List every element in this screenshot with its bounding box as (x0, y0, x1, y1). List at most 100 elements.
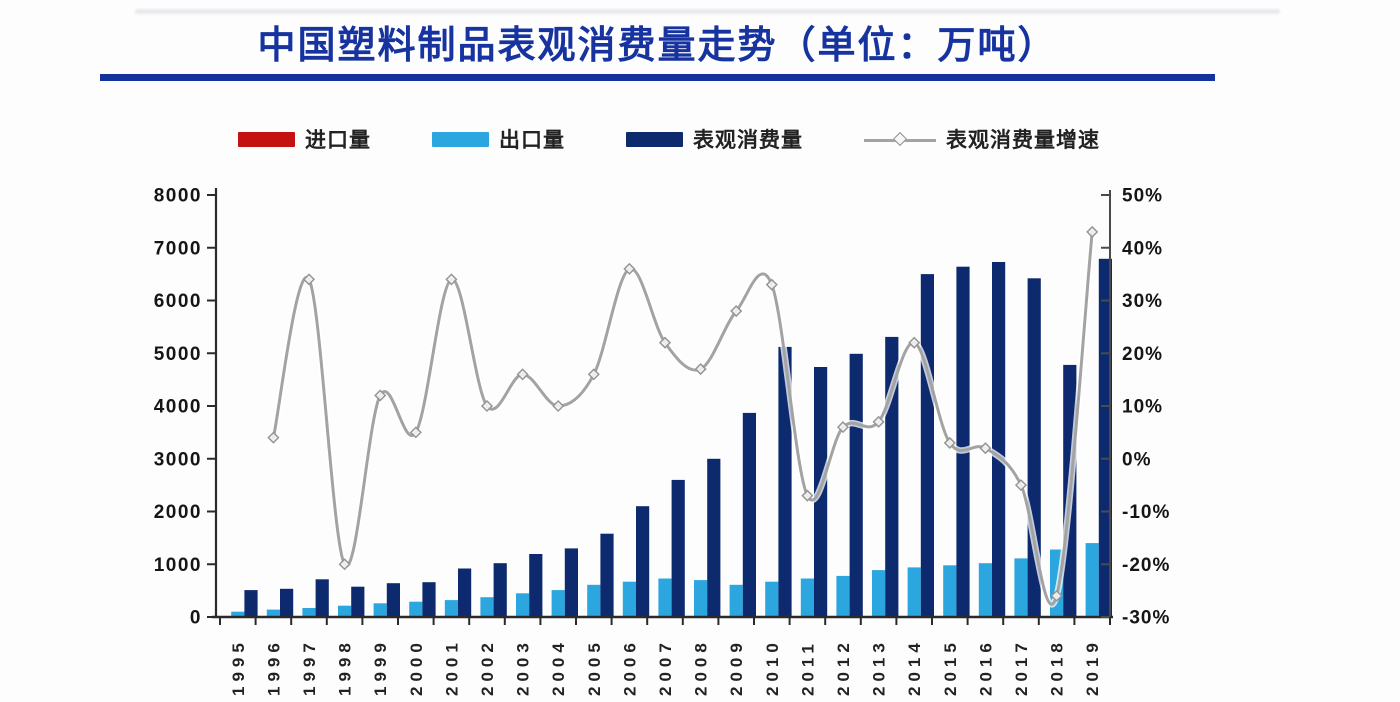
x-axis-label: 1998 (336, 638, 355, 696)
legend-swatch-imports (238, 131, 295, 147)
legend-item-exports: 出口量 (432, 124, 565, 154)
bar-exports-2013 (872, 570, 886, 617)
bar-exports-2016 (978, 563, 992, 617)
growth-marker-1997 (302, 273, 316, 286)
bar-exports-2003 (516, 593, 530, 617)
bar-exports-2017 (1014, 558, 1028, 617)
growth-marker-2006 (623, 262, 636, 275)
x-axis-label: 1996 (264, 638, 283, 696)
growth-marker-2016 (979, 442, 992, 455)
bar-exports-2010 (765, 581, 779, 617)
bar-consumption-2001 (458, 568, 472, 617)
bar-consumption-1997 (315, 579, 329, 617)
right-axis-label: -10% (1122, 502, 1170, 523)
growth-marker-2013 (872, 415, 885, 428)
x-axis-label: 2010 (763, 638, 782, 696)
bar-exports-2005 (587, 584, 601, 617)
left-axis-label: 2000 (154, 502, 202, 523)
bar-consumption-2019 (1098, 258, 1112, 617)
growth-marker-2011 (801, 489, 814, 502)
growth-marker-2008 (694, 363, 707, 376)
x-axis-label: 1997 (300, 638, 319, 696)
right-axis-label: 10% (1122, 397, 1163, 418)
x-axis-label: 2017 (1012, 638, 1031, 696)
bar-consumption-2012 (849, 353, 863, 617)
left-axis-label: 6000 (154, 291, 202, 312)
growth-marker-2012 (836, 421, 850, 434)
bar-consumption-1996 (280, 588, 294, 617)
x-axis-label: 2014 (905, 638, 924, 696)
x-axis-label: 2019 (1083, 638, 1102, 696)
title-underline (100, 74, 1215, 81)
bar-consumption-2000 (422, 582, 436, 617)
x-axis-label: 1999 (371, 638, 390, 696)
growth-marker-2014 (908, 336, 921, 349)
bar-exports-1996 (266, 609, 280, 617)
right-axis-label: 20% (1122, 344, 1163, 365)
x-axis-label: 2006 (620, 638, 639, 696)
bar-exports-2012 (836, 575, 850, 617)
x-axis-label: 2005 (585, 638, 604, 696)
legend-swatch-consumption (626, 131, 683, 147)
bar-consumption-2007 (671, 479, 685, 617)
x-axis-label: 2018 (1048, 638, 1067, 696)
left-axis-label: 3000 (154, 449, 202, 470)
bar-exports-2007 (658, 578, 672, 617)
right-axis-label: 0% (1122, 449, 1151, 470)
growth-marker-1998 (338, 558, 351, 571)
cropped-text-artifact (135, 9, 1280, 14)
bar-consumption-1999 (386, 583, 400, 617)
left-axis-label: 4000 (154, 397, 202, 418)
growth-marker-2004 (552, 399, 565, 413)
growth-marker-2005 (587, 368, 600, 381)
bar-exports-2009 (729, 584, 743, 617)
legend-item-consumption: 表观消费量 (626, 124, 803, 154)
bar-consumption-2006 (636, 506, 650, 617)
bar-exports-1998 (338, 605, 352, 617)
bar-exports-2008 (694, 580, 708, 617)
growth-marker-2018 (1050, 589, 1063, 602)
growth-marker-2010 (765, 278, 778, 291)
x-axis-label: 2000 (407, 638, 426, 696)
right-axis-label: 40% (1122, 238, 1163, 259)
x-axis-label: 2004 (549, 638, 568, 696)
bar-exports-1999 (373, 603, 387, 617)
legend-label-imports: 进口量 (305, 129, 371, 152)
left-axis-label: 0 (190, 608, 202, 629)
growth-marker-2019 (1086, 225, 1099, 238)
x-axis-label: 2002 (478, 638, 497, 696)
growth-marker-2017 (1014, 479, 1028, 492)
growth-marker-1996 (267, 431, 280, 444)
growth-marker-2015 (943, 436, 956, 449)
growth-marker-2009 (730, 304, 743, 318)
bar-exports-2006 (622, 581, 636, 617)
bar-exports-2002 (480, 597, 494, 617)
legend-label-growth: 表观消费量增速 (946, 129, 1100, 152)
bar-consumption-1995 (244, 590, 258, 617)
legend-label-consumption: 表观消费量 (693, 129, 803, 152)
bar-consumption-1998 (351, 586, 365, 617)
left-axis-label: 1000 (154, 555, 202, 576)
x-axis-label: 2011 (798, 639, 817, 696)
bar-exports-2014 (907, 567, 921, 617)
bar-exports-2019 (1085, 543, 1099, 617)
left-axis-label: 7000 (154, 238, 202, 259)
bar-consumption-2014 (920, 274, 934, 617)
chart-title: 中国塑料制品表观消费量走势（单位：万吨） (257, 25, 1058, 67)
bar-exports-2015 (943, 565, 957, 617)
x-axis-label: 2013 (870, 638, 889, 696)
x-axis-label: 2012 (834, 638, 853, 696)
growth-marker-2003 (516, 368, 529, 381)
growth-marker-2002 (480, 399, 494, 413)
right-axis-label: 30% (1122, 291, 1163, 312)
bar-exports-2000 (409, 601, 423, 617)
legend-line-marker-icon (864, 131, 936, 146)
right-axis-label: 50% (1122, 186, 1163, 207)
bar-consumption-2004 (564, 548, 578, 617)
x-axis-label: 2001 (442, 638, 461, 696)
bar-consumption-2005 (600, 533, 614, 617)
growth-marker-2001 (445, 273, 458, 286)
legend: 进口量 出口量 表观消费量 表观消费量增速 (238, 122, 1100, 156)
